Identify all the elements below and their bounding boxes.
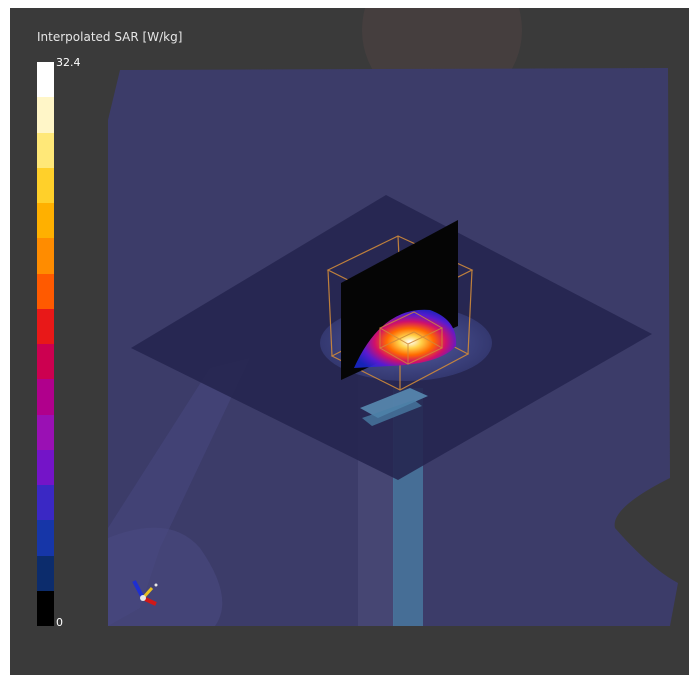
- legend-title: Interpolated SAR [W/kg]: [37, 30, 183, 44]
- colorbar-segment: [37, 203, 54, 239]
- legend-max-label: 32.4: [56, 56, 81, 69]
- orientation-axes-icon[interactable]: [132, 580, 158, 606]
- colorbar-segment: [37, 485, 54, 521]
- feed-bar-lower: [362, 400, 422, 426]
- legend-min-label: 0: [56, 616, 63, 629]
- inner-bounding-box: [378, 311, 444, 365]
- colorbar-segment: [37, 132, 54, 168]
- sar-scene[interactable]: [10, 8, 689, 675]
- colorbar-segment: [37, 449, 54, 485]
- colorbar-segment: [37, 344, 54, 380]
- colorbar-segment: [37, 238, 54, 274]
- colorbar-segment: [37, 590, 54, 626]
- colorbar-segment: [37, 520, 54, 556]
- colorbar-segment: [37, 273, 54, 309]
- colorbar-segment: [37, 555, 54, 591]
- feed-bar: [360, 388, 428, 418]
- colorbar-segment: [37, 167, 54, 203]
- colorbar-segment: [37, 414, 54, 450]
- phantom-blob: [108, 527, 223, 626]
- colorbar-segment: [37, 97, 54, 133]
- colorbar-segment: [37, 379, 54, 415]
- colorbar-segment: [37, 308, 54, 344]
- colorbar-segment: [37, 62, 54, 98]
- 3d-viewport[interactable]: Interpolated SAR [W/kg] 32.4 0: [10, 8, 689, 675]
- colorbar: [37, 62, 54, 626]
